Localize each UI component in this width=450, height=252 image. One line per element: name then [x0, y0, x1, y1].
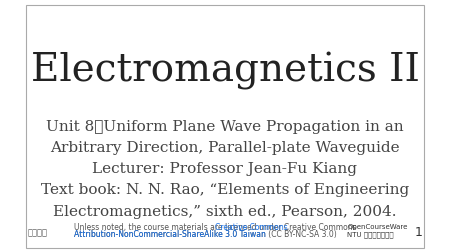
Text: Attribution-NonCommercial-ShareAlike 3.0 Taiwan (CC BY-NC-SA 3.0): Attribution-NonCommercial-ShareAlike 3.0…	[74, 229, 337, 238]
Text: Creative Commons: Creative Commons	[215, 222, 288, 231]
Text: Unless noted, the course materials are licensed under Creative Commons: Unless noted, the course materials are l…	[74, 222, 357, 231]
Text: Ⓒⓔⓑⓢ: Ⓒⓔⓑⓢ	[28, 228, 48, 236]
Text: Unit 8：Uniform Plane Wave Propagation in an: Unit 8：Uniform Plane Wave Propagation in…	[46, 119, 404, 133]
Text: 1: 1	[414, 226, 423, 238]
Text: NTU 卓大開放式課程: NTU 卓大開放式課程	[347, 231, 394, 237]
Text: Text book: N. N. Rao, “Elements of Engineering: Text book: N. N. Rao, “Elements of Engin…	[41, 183, 409, 197]
Text: Electromagnetics,” sixth ed., Pearson, 2004.: Electromagnetics,” sixth ed., Pearson, 2…	[53, 204, 397, 218]
Text: Electromagnetics II: Electromagnetics II	[31, 52, 419, 90]
Text: OpenCourseWare: OpenCourseWare	[347, 224, 408, 229]
Text: Lecturer: Professor Jean-Fu Kiang: Lecturer: Professor Jean-Fu Kiang	[93, 161, 357, 175]
Text: Arbitrary Direction, Parallel-plate Waveguide: Arbitrary Direction, Parallel-plate Wave…	[50, 140, 400, 154]
Text: Attribution-NonCommercial-ShareAlike 3.0 Taiwan: Attribution-NonCommercial-ShareAlike 3.0…	[74, 229, 266, 238]
